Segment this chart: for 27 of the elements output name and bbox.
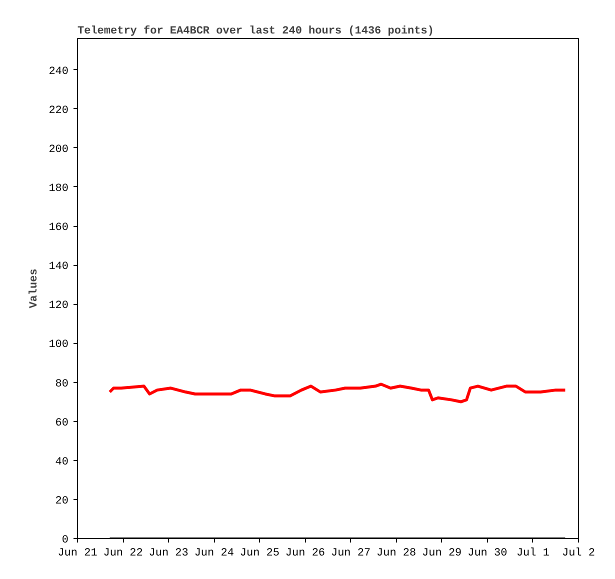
x-tick-label: Jun 26 (285, 548, 326, 560)
y-tick-label: 180 (48, 182, 69, 195)
x-tick-label: Jun 23 (148, 548, 188, 560)
x-tick-label: Jun 21 (58, 548, 98, 560)
chart-title: Telemetry for EA4BCR over last 240 hours (1436 points) (78, 24, 434, 38)
y-tick-label: 140 (48, 261, 69, 274)
x-tick-label: Jun 27 (330, 548, 371, 560)
x-tick-label: Jun 25 (240, 548, 280, 560)
y-tick-label: 0 (62, 534, 69, 546)
y-axis-title: Values (28, 268, 41, 308)
y-tick-label: 40 (55, 456, 68, 468)
x-tick-label: Jun 22 (103, 548, 143, 560)
y-tick-label: 220 (48, 104, 69, 117)
x-tick-label: Jun 29 (422, 548, 462, 560)
y-tick-label: 160 (48, 222, 69, 234)
y-tick-label: 100 (48, 339, 69, 352)
x-tick-label: Jun 30 (468, 548, 508, 560)
y-tick-label: 20 (55, 495, 68, 508)
x-tick-label: Jul 2 (562, 548, 596, 560)
y-tick-label: 240 (48, 66, 69, 78)
y-tick-label: 60 (55, 417, 68, 430)
x-tick-label: Jun 24 (194, 548, 234, 560)
y-tick-label: 80 (55, 378, 68, 390)
x-tick-label: Jul 1 (516, 548, 550, 560)
x-tick-label: Jun 28 (376, 548, 416, 560)
y-tick-label: 120 (48, 300, 69, 312)
y-tick-label: 200 (48, 144, 69, 156)
